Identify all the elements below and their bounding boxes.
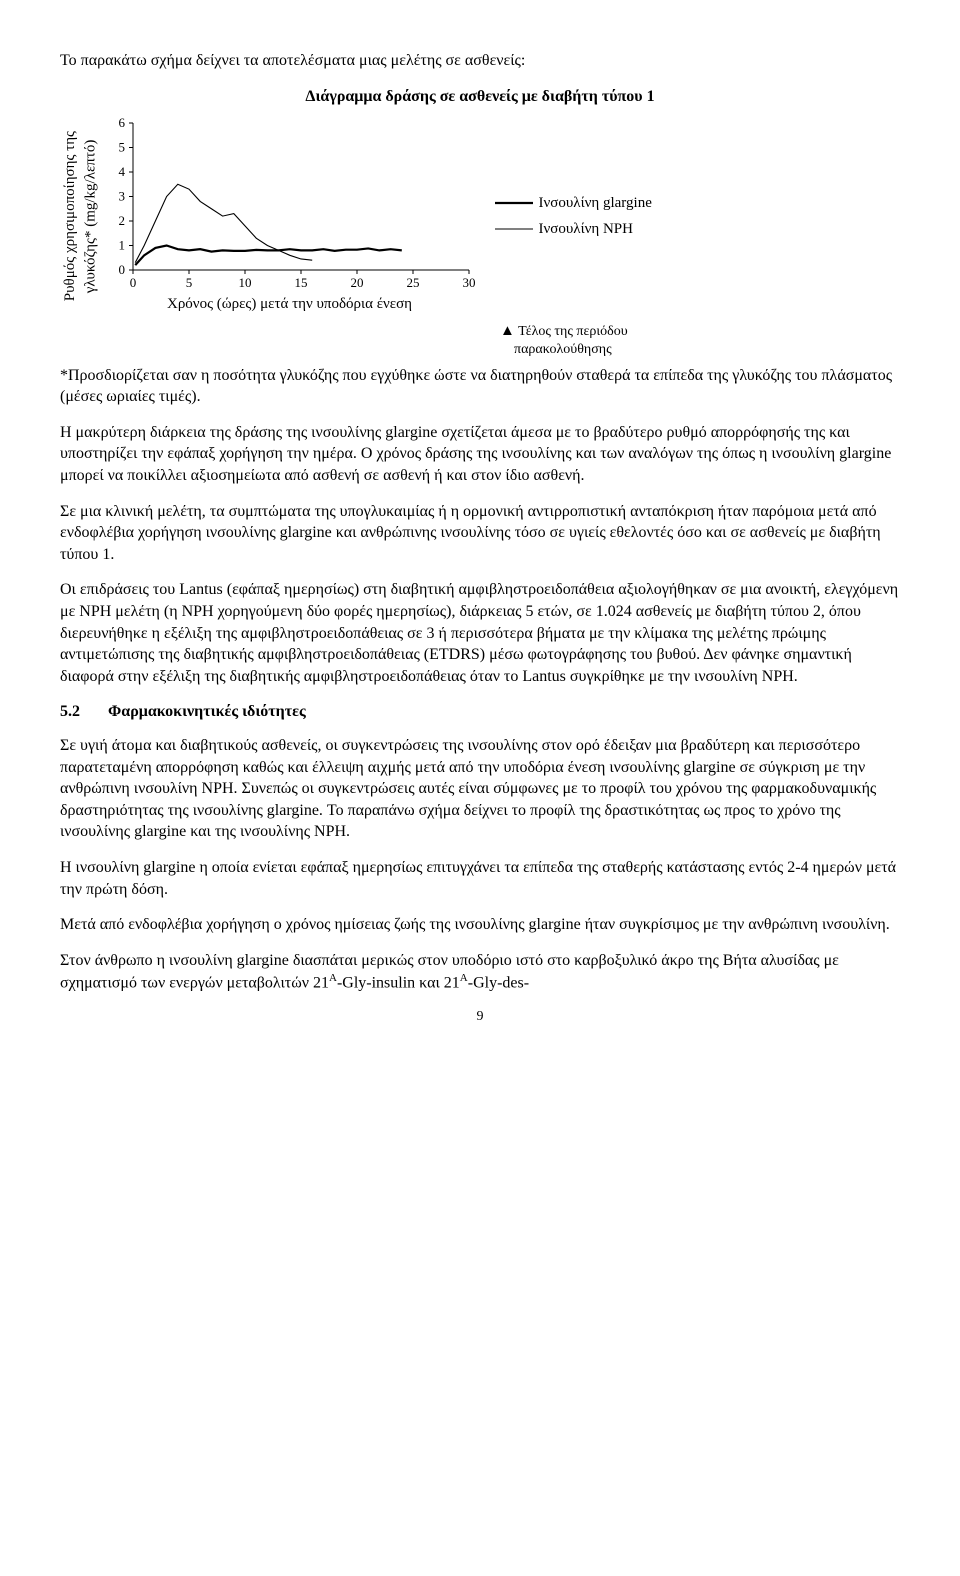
svg-text:6: 6 bbox=[118, 117, 125, 130]
svg-text:10: 10 bbox=[238, 275, 251, 290]
svg-text:4: 4 bbox=[118, 164, 125, 179]
body-paragraph: Σε υγιή άτομα και διαβητικούς ασθενείς, … bbox=[60, 735, 900, 843]
superscript: A bbox=[460, 972, 468, 984]
legend-row: Ινσουλίνη NPH bbox=[495, 219, 652, 239]
text-fragment: -Gly-des- bbox=[468, 975, 529, 992]
asterisk-note: *Προσδιορίζεται σαν η ποσότητα γλυκόζης … bbox=[60, 365, 900, 408]
page-number: 9 bbox=[60, 1008, 900, 1027]
chart-container: Ρυθμός χρησιμοποίησης τηςγλυκόζης* (mg/k… bbox=[60, 117, 900, 314]
body-paragraph: Οι επιδράσεις του Lantus (εφάπαξ ημερησί… bbox=[60, 579, 900, 687]
svg-text:3: 3 bbox=[118, 189, 125, 204]
svg-text:20: 20 bbox=[350, 275, 363, 290]
body-paragraph: Μετά από ενδοφλέβια χορήγηση ο χρόνος ημ… bbox=[60, 914, 900, 936]
legend-swatch-nph bbox=[495, 224, 535, 234]
svg-text:5: 5 bbox=[185, 275, 192, 290]
line-chart: 0 1 2 3 4 5 6 0 5 10 15 20 25 30 bbox=[105, 117, 475, 292]
svg-text:2: 2 bbox=[118, 213, 125, 228]
chart-end-note: ▲ Τέλος της περιόδου παρακολούθησης bbox=[500, 322, 628, 358]
body-paragraph: Στον άνθρωπο η ινσουλίνη glargine διασπά… bbox=[60, 950, 900, 995]
svg-text:5: 5 bbox=[118, 140, 125, 155]
legend-label: Ινσουλίνη NPH bbox=[539, 219, 633, 239]
svg-text:25: 25 bbox=[406, 275, 419, 290]
intro-paragraph: Το παρακάτω σχήμα δείχνει τα αποτελέσματ… bbox=[60, 50, 900, 72]
chart-ylabel: Ρυθμός χρησιμοποίησης τηςγλυκόζης* (mg/k… bbox=[60, 131, 101, 301]
chart-xlabel: Χρόνος (ώρες) μετά την υποδόρια ένεση bbox=[105, 294, 475, 314]
body-paragraph: Η μακρύτερη διάρκεια της δράσης της ινσο… bbox=[60, 422, 900, 487]
text-fragment: -Gly-insulin και 21 bbox=[337, 975, 460, 992]
arrow-up-icon: ▲ bbox=[500, 323, 515, 339]
svg-text:30: 30 bbox=[462, 275, 475, 290]
section-number: 5.2 bbox=[60, 701, 104, 723]
body-paragraph: Η ινσουλίνη glargine η οποία ενίεται εφά… bbox=[60, 857, 900, 900]
legend-swatch-glargine bbox=[495, 198, 535, 208]
legend-label: Ινσουλίνη glargine bbox=[539, 193, 652, 213]
section-title: Φαρμακοκινητικές ιδιότητες bbox=[108, 703, 306, 720]
chart-title: Διάγραμμα δράσης σε ασθενείς με διαβήτη … bbox=[60, 86, 900, 108]
body-paragraph: Σε μια κλινική μελέτη, τα συμπτώματα της… bbox=[60, 501, 900, 566]
svg-text:1: 1 bbox=[118, 238, 125, 253]
legend-row: Ινσουλίνη glargine bbox=[495, 193, 652, 213]
svg-text:0: 0 bbox=[129, 275, 136, 290]
svg-text:15: 15 bbox=[294, 275, 307, 290]
svg-text:0: 0 bbox=[118, 262, 125, 277]
superscript: A bbox=[329, 972, 337, 984]
section-heading: 5.2 Φαρμακοκινητικές ιδιότητες bbox=[60, 701, 900, 723]
